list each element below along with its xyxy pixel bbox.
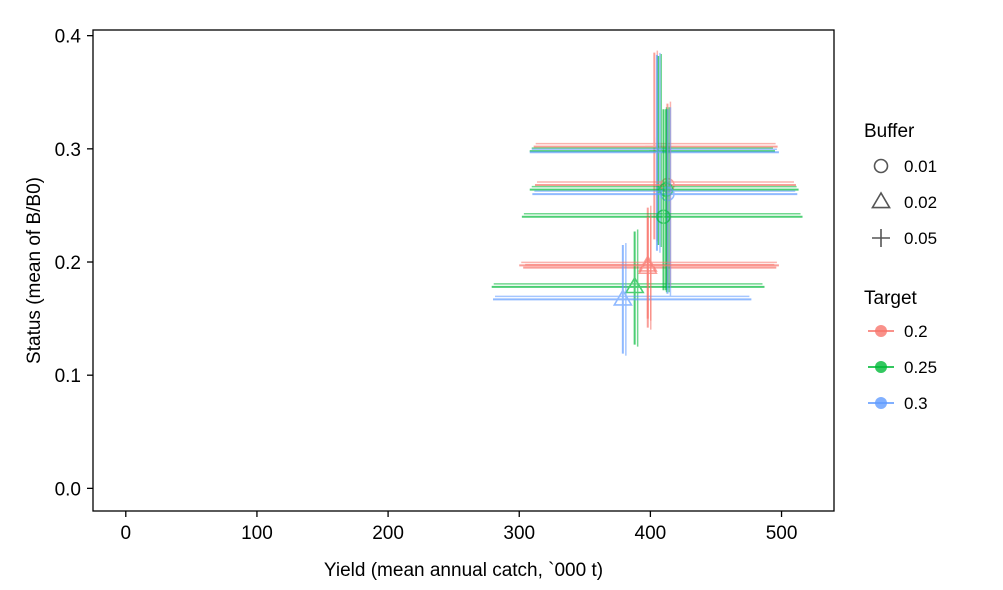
legend-item-buffer: 0.05 <box>872 229 937 248</box>
point-marker <box>624 276 645 294</box>
y-tick-label: 0.1 <box>55 366 81 387</box>
point-marker <box>612 288 633 306</box>
point-marker <box>660 186 675 202</box>
circle-icon <box>873 158 889 174</box>
data-point <box>523 205 777 330</box>
legend-item-target: 0.25 <box>868 358 937 377</box>
x-axis-title: Yield (mean annual catch, `000 t) <box>324 560 603 581</box>
legend-title-target: Target <box>864 288 918 309</box>
legend-label: 0.05 <box>904 229 937 248</box>
data-point <box>491 229 765 347</box>
legend-swatch-dot <box>875 325 887 337</box>
x-tick-label: 400 <box>635 523 667 544</box>
legend-swatch-dot <box>875 361 887 373</box>
x-tick-label: 0 <box>120 523 131 544</box>
x-tick-label: 300 <box>503 523 535 544</box>
legend-label: 0.2 <box>904 322 928 341</box>
plus-icon <box>872 229 890 247</box>
point-marker <box>656 209 671 225</box>
data-point <box>529 54 775 248</box>
x-tick-label: 500 <box>766 523 798 544</box>
plot-area <box>491 50 803 356</box>
legend-label: 0.3 <box>904 394 928 413</box>
legend: Buffer 0.01 0.02 0.05 Target 0.2 0.25 0.3 <box>864 121 937 413</box>
legend-label: 0.02 <box>904 193 937 212</box>
data-point <box>493 243 752 356</box>
x-tick-label: 200 <box>372 523 404 544</box>
legend-item-buffer: 0.01 <box>873 157 937 176</box>
data-point <box>521 107 803 293</box>
axes: 0 100 200 300 400 500 0.0 0.1 0.2 0.3 0.4 <box>55 27 835 544</box>
legend-item-target: 0.3 <box>868 394 928 413</box>
legend-label: 0.25 <box>904 358 937 377</box>
data-point <box>519 214 779 321</box>
y-tick-label: 0.3 <box>55 140 81 161</box>
legend-item-buffer: 0.02 <box>871 191 937 212</box>
y-tick-label: 0.4 <box>55 27 82 48</box>
y-tick-label: 0.0 <box>55 479 81 500</box>
point-marker <box>637 254 658 272</box>
plot-border <box>92 29 835 512</box>
legend-title-buffer: Buffer <box>864 121 915 142</box>
data-point <box>533 50 778 242</box>
triangle-icon <box>871 191 891 209</box>
x-tick-label: 100 <box>241 523 273 544</box>
legend-label: 0.01 <box>904 157 937 176</box>
y-tick-label: 0.2 <box>55 253 81 274</box>
point-marker <box>649 142 668 161</box>
legend-item-target: 0.2 <box>868 322 928 341</box>
y-axis-title: Status (mean of B/B0) <box>24 177 45 364</box>
legend-swatch-dot <box>875 397 887 409</box>
